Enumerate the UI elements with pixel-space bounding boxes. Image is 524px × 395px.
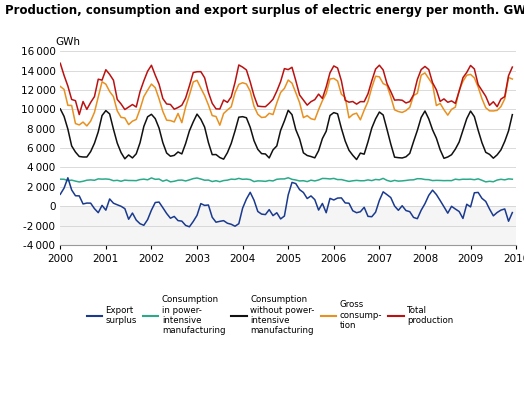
Bar bbox=[60, 206, 516, 245]
Legend: Export
surplus, Consumption
in power-
intensive
manufacturing, Consumption
witho: Export surplus, Consumption in power- in… bbox=[83, 292, 457, 339]
Text: Production, consumption and export surplus of electric energy per month. GWh: Production, consumption and export surpl… bbox=[5, 4, 524, 17]
Text: GWh: GWh bbox=[56, 38, 81, 47]
